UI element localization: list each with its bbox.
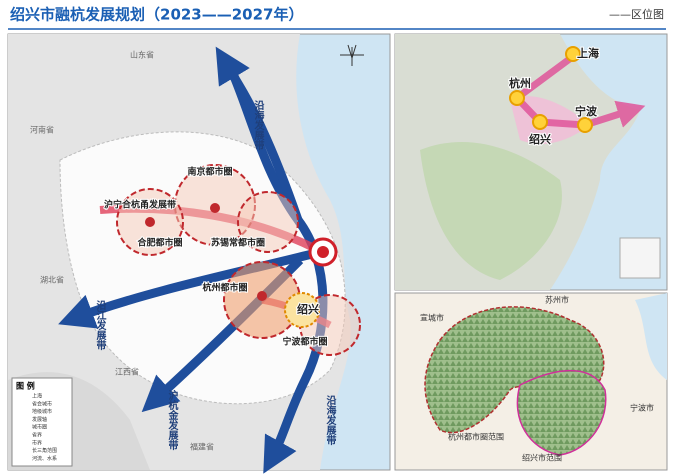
region-label: 宁波市 [630,403,654,413]
legend-item: 省界 [32,432,42,439]
city-label: 宁波 [575,104,598,118]
legend-item: 发展轴 [32,416,47,423]
province-label: 湖北省 [40,275,64,285]
metro-label: 绍兴 [297,302,319,316]
legend-item: 上海 [32,393,42,400]
legend-title: 图 例 [16,381,35,391]
region-label: 苏州市 [545,295,569,305]
legend-item: 市界 [32,439,42,446]
page-subtitle: ——区位图 [609,7,664,21]
corridor-label: 沿海发展带 [324,394,337,446]
province-label: 山东省 [130,50,154,60]
corridor-label: 沿海发展带 [252,99,265,151]
region-label: 绍兴市范围 [522,453,562,463]
metro-label: 沪宁合杭甬发展带 [104,199,176,211]
city-label: 杭州 [509,76,531,90]
left-map [7,33,391,474]
legend-item: 省会城市 [32,400,52,407]
province-label: 江西省 [115,367,139,377]
page-title: 绍兴市融杭发展规划（2023——2027年） [10,6,304,24]
region-label: 杭州都市圈范围 [448,432,504,442]
legend-item: 河流、水系 [32,455,57,462]
legend-item: 地级城市 [32,408,52,415]
legend-item: 长三角范围 [32,447,57,454]
metro-label: 南京都市圈 [187,166,232,178]
legend-item: 城市圈 [32,424,47,431]
province-label: 河南省 [30,125,54,135]
bottom-right-map [394,292,668,471]
city-label: 绍兴 [529,132,551,146]
metro-label: 杭州都市圈 [202,282,247,294]
metro-label: 苏锡常都市圈 [211,237,265,249]
corridor-label: 沪杭金发展带 [166,389,179,451]
metro-label: 合肥都市圈 [137,237,182,249]
top-right-map [394,33,668,291]
city-label: 上海 [577,46,599,60]
region-label: 宣城市 [420,313,444,323]
metro-label: 宁波都市圈 [282,336,327,348]
corridor-label: 沿江发展带 [94,299,107,351]
province-label: 福建省 [190,442,214,452]
